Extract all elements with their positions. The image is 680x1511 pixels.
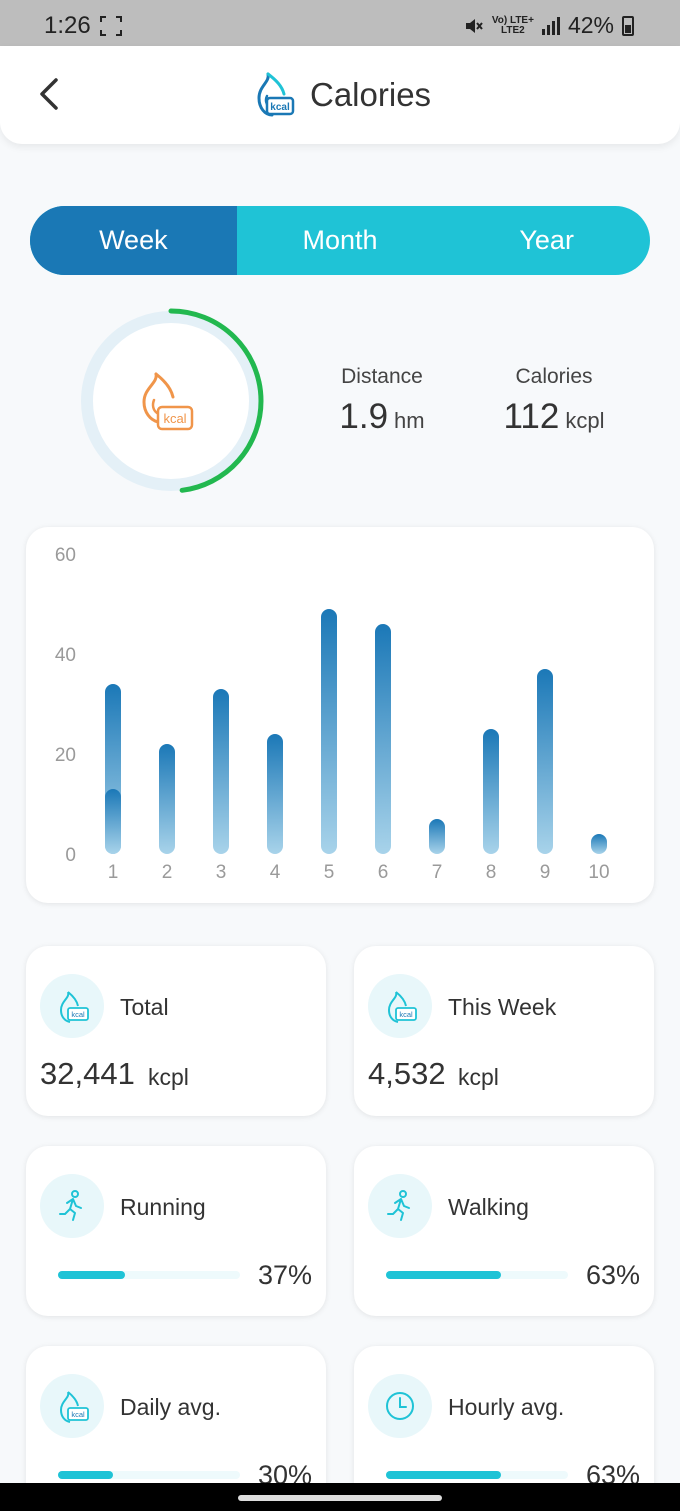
home-gesture-pill[interactable] [238, 1495, 442, 1501]
running-label: Running [120, 1194, 206, 1220]
x-tick-label: 1 [108, 862, 119, 883]
this-week-label: This Week [448, 994, 557, 1020]
this-week-card[interactable]: kcal This Week 4,532 kcpl [354, 946, 654, 1116]
x-tick-label: 3 [216, 862, 227, 883]
x-tick-label: 9 [540, 862, 551, 883]
chart-bar[interactable] [321, 609, 337, 854]
tab-month[interactable]: Month [302, 225, 378, 255]
chart-bar[interactable] [213, 689, 229, 854]
svg-text:kcal: kcal [399, 1010, 413, 1019]
status-time: 1:26 [44, 12, 91, 39]
this-week-unit: kcpl [458, 1064, 499, 1090]
distance-unit: hm [394, 408, 425, 433]
distance-stat: Distance 1.9 hm [297, 365, 467, 437]
chart-bar[interactable] [537, 669, 553, 854]
walking-label: Walking [448, 1194, 529, 1220]
chart-bar[interactable] [591, 834, 607, 854]
battery-icon [622, 15, 634, 36]
x-tick-label: 8 [486, 862, 497, 883]
kcal-flame-icon: kcal [40, 974, 104, 1038]
x-tick-label: 4 [270, 862, 281, 883]
running-progress-bar [58, 1271, 240, 1279]
chart-canvas: 60 40 20 0 1 2 3 4 5 6 7 8 9 10 [55, 545, 610, 883]
distance-value: 1.9 [339, 397, 389, 436]
x-tick-label: 7 [432, 862, 443, 883]
calories-stat: Calories 112 kcpl [469, 365, 639, 437]
calories-value: 112 [503, 397, 560, 436]
page-title: Calories [310, 76, 432, 113]
x-tick-label: 5 [324, 862, 335, 883]
walking-percent: 63% [585, 1260, 640, 1290]
running-percent: 37% [257, 1260, 312, 1290]
total-card[interactable]: kcal Total 32,441 kcpl [26, 946, 326, 1116]
svg-text:kcal: kcal [270, 102, 290, 113]
kcal-flame-icon: kcal [257, 72, 295, 117]
chart-bar[interactable] [267, 734, 283, 854]
hourly-avg-progress-bar [386, 1471, 568, 1479]
clock-icon [368, 1374, 432, 1438]
kcal-flame-icon: kcal [40, 1374, 104, 1438]
system-nav-bar [0, 1483, 680, 1511]
period-tabs: Week Month Year [30, 206, 650, 275]
walking-progress-bar [386, 1271, 568, 1279]
kcal-flame-icon: kcal [142, 372, 194, 431]
back-arrow-icon[interactable] [34, 76, 66, 112]
total-value: 32,441 [40, 1056, 135, 1091]
walking-card[interactable]: Walking 63% [354, 1146, 654, 1316]
this-week-value: 4,532 [368, 1056, 446, 1091]
screenshot-icon [100, 16, 122, 36]
calorie-progress-ring: kcal [78, 308, 264, 494]
daily-avg-progress-bar [58, 1471, 240, 1479]
daily-avg-label: Daily avg. [120, 1394, 221, 1420]
svg-text:kcal: kcal [71, 1010, 85, 1019]
chart-bar[interactable] [429, 819, 445, 854]
signal-icon [541, 16, 560, 35]
calorie-bar-chart: 60 40 20 0 1 2 3 4 5 6 7 8 9 10 [26, 527, 654, 903]
status-bar: 1:26 Vo) LTE+ LTE2 42% [0, 0, 680, 46]
x-tick-label: 2 [162, 862, 173, 883]
calories-label: Calories [515, 365, 593, 388]
x-tick-label: 6 [378, 862, 389, 883]
svg-text:kcal: kcal [71, 1410, 85, 1419]
y-tick-label: 60 [55, 545, 76, 566]
kcal-flame-icon: kcal [368, 974, 432, 1038]
running-person-icon [40, 1174, 104, 1238]
battery-percent: 42% [567, 12, 614, 38]
distance-label: Distance [341, 365, 423, 388]
running-person-icon [368, 1174, 432, 1238]
y-tick-label: 0 [65, 845, 76, 866]
x-tick-label: 10 [588, 862, 609, 883]
tab-year[interactable]: Year [519, 225, 574, 255]
chart-bar[interactable] [105, 789, 121, 854]
tab-week[interactable]: Week [30, 206, 237, 275]
y-tick-label: 40 [55, 645, 76, 666]
app-header: kcal Calories [0, 46, 680, 144]
chart-bar[interactable] [375, 624, 391, 854]
running-card[interactable]: Running 37% [26, 1146, 326, 1316]
y-tick-label: 20 [55, 745, 76, 766]
mute-icon [465, 18, 483, 33]
hourly-avg-label: Hourly avg. [448, 1394, 565, 1420]
calories-unit: kcpl [565, 408, 605, 433]
network-indicator: Vo) LTE+ LTE2 [491, 14, 534, 36]
svg-text:kcal: kcal [163, 411, 186, 426]
chart-bar[interactable] [483, 729, 499, 854]
total-label: Total [120, 994, 169, 1020]
total-unit: kcpl [148, 1064, 189, 1090]
chart-bar[interactable] [159, 744, 175, 854]
